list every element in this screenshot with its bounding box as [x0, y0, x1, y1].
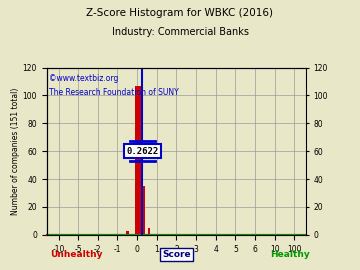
Bar	[143, 186, 145, 235]
Text: Healthy: Healthy	[270, 250, 310, 259]
Text: ©www.textbiz.org: ©www.textbiz.org	[49, 74, 119, 83]
Y-axis label: Number of companies (151 total): Number of companies (151 total)	[11, 87, 20, 215]
Text: Z-Score Histogram for WBKC (2016): Z-Score Histogram for WBKC (2016)	[86, 8, 274, 18]
Bar	[126, 231, 129, 235]
Text: Unhealthy: Unhealthy	[50, 250, 103, 259]
Bar	[135, 86, 141, 235]
Text: 0.2622: 0.2622	[126, 147, 158, 156]
Bar	[148, 228, 150, 235]
Text: Industry: Commercial Banks: Industry: Commercial Banks	[112, 27, 248, 37]
Text: Score: Score	[162, 250, 191, 259]
Text: The Research Foundation of SUNY: The Research Foundation of SUNY	[49, 87, 179, 97]
